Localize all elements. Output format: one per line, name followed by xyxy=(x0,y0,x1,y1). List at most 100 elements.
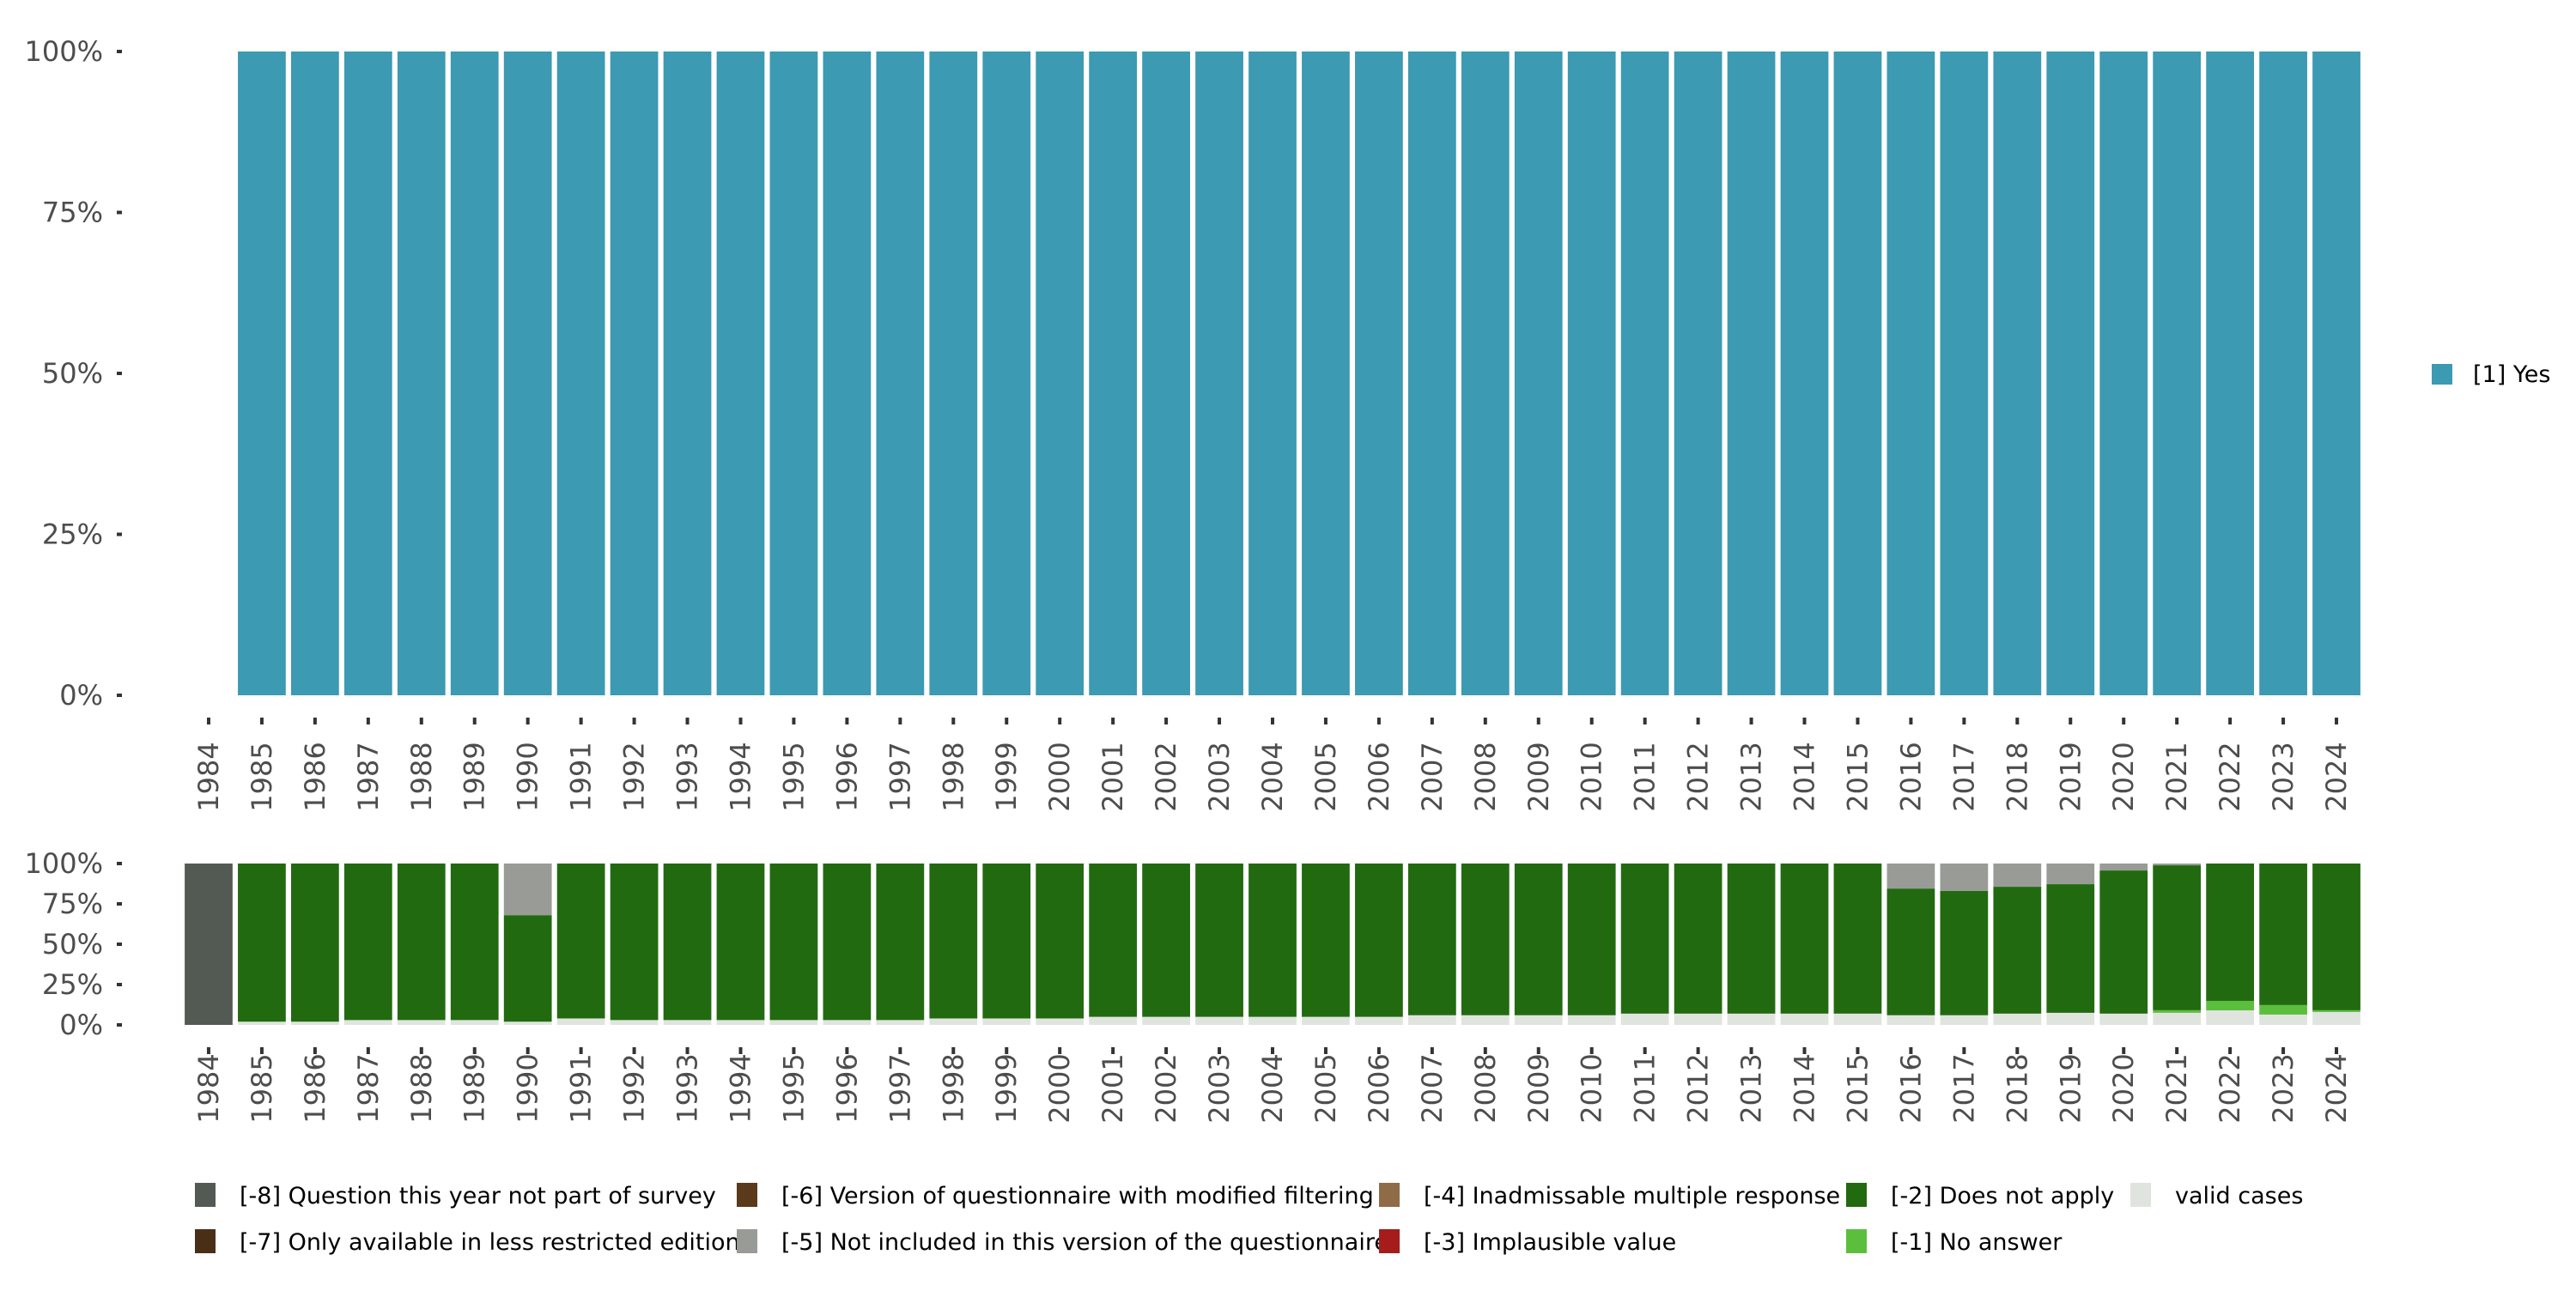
bar-segment xyxy=(1407,1015,1456,1025)
x-tick-label: 1997 xyxy=(884,1053,916,1123)
x-tick-label: 1997 xyxy=(884,742,916,811)
x-tick-label: 2004 xyxy=(1256,742,1289,811)
bar-segment xyxy=(1461,52,1510,695)
bar-segment xyxy=(397,864,446,1021)
x-tick-label: 2022 xyxy=(2214,742,2246,811)
bar-segment xyxy=(610,864,659,1021)
legend-swatch xyxy=(1379,1229,1400,1253)
bar-segment xyxy=(663,52,712,695)
x-tick-label: 1986 xyxy=(299,742,331,811)
x-tick-label: 2002 xyxy=(1150,1053,1182,1123)
bar-segment xyxy=(1940,1015,1989,1025)
x-tick-label: 2003 xyxy=(1203,1053,1236,1123)
legend-swatch xyxy=(737,1229,757,1253)
bar-segment xyxy=(1727,52,1776,695)
x-tick-label: 2009 xyxy=(1522,1053,1555,1123)
x-tick-label: 2016 xyxy=(1894,742,1927,811)
x-tick-label: 2024 xyxy=(2320,1053,2353,1123)
bar-segment xyxy=(1940,52,1989,695)
bar-segment xyxy=(343,52,392,695)
x-tick-label: 1987 xyxy=(352,742,385,811)
bar-segment xyxy=(823,52,872,695)
bar-segment xyxy=(1089,864,1138,1017)
bar-segment xyxy=(503,1021,552,1025)
bar-segment xyxy=(663,864,712,1021)
x-tick-label: 2020 xyxy=(2107,742,2140,811)
bar-segment xyxy=(2153,1012,2202,1025)
bar-segment xyxy=(929,864,978,1019)
legend-label: [1] Yes xyxy=(2473,361,2550,388)
legend-label: [-8] Question this year not part of surv… xyxy=(240,1183,716,1209)
bar-segment xyxy=(185,864,233,1025)
legend-label: [-1] No answer xyxy=(1891,1229,2063,1256)
bar-segment xyxy=(343,1020,392,1025)
x-tick-label: 2003 xyxy=(1203,742,1236,811)
x-tick-label: 2010 xyxy=(1576,1053,1608,1123)
bar-segment xyxy=(450,1020,499,1025)
x-tick-label: 2002 xyxy=(1150,742,1182,811)
x-tick-label: 2007 xyxy=(1416,1053,1449,1123)
y-tick-label: 100% xyxy=(25,847,103,880)
x-tick-label: 2024 xyxy=(2320,742,2353,811)
x-tick-label: 2018 xyxy=(2001,1053,2033,1123)
y-tick-label: 75% xyxy=(42,197,103,229)
legend-label: valid cases xyxy=(2175,1183,2303,1209)
bar-segment xyxy=(1089,52,1138,695)
x-tick-label: 2016 xyxy=(1894,1053,1927,1123)
bar-segment xyxy=(2153,1009,2202,1013)
bar-segment xyxy=(450,52,499,695)
x-tick-label: 1985 xyxy=(246,1053,278,1123)
bar-segment xyxy=(876,1020,925,1025)
y-tick-label: 25% xyxy=(42,968,103,1001)
bar-segment xyxy=(2259,1014,2307,1025)
bar-segment xyxy=(1249,52,1297,695)
x-tick-label: 2001 xyxy=(1097,1053,1129,1123)
y-tick-label: 50% xyxy=(42,357,103,390)
bar-segment xyxy=(1993,52,2042,695)
bar-segment xyxy=(238,864,286,1022)
x-tick-label: 1999 xyxy=(990,1053,1023,1123)
bar-segment xyxy=(716,52,765,695)
bar-segment xyxy=(876,864,925,1021)
x-tick-label: 2015 xyxy=(1841,742,1874,811)
legend-swatch xyxy=(2432,364,2452,385)
x-tick-label: 1994 xyxy=(724,742,756,811)
bar-segment xyxy=(769,864,818,1021)
bar-segment xyxy=(1302,864,1350,1017)
legend-swatch xyxy=(737,1183,757,1207)
x-tick-label: 2004 xyxy=(1256,1053,1289,1123)
bar-segment xyxy=(2206,1000,2254,1011)
bar-segment xyxy=(716,1020,765,1025)
bar-segment xyxy=(2259,864,2307,1005)
bar-segment xyxy=(238,52,286,695)
legend-label: [-5] Not included in this version of the… xyxy=(781,1229,1388,1256)
x-tick-label: 2012 xyxy=(1682,742,1715,811)
x-tick-label: 2008 xyxy=(1469,1053,1502,1123)
bar-segment xyxy=(1940,864,1989,891)
bar-segment xyxy=(610,52,659,695)
bar-segment xyxy=(1780,1013,1829,1025)
x-tick-label: 2017 xyxy=(1947,742,1980,811)
bar-segment xyxy=(291,864,339,1022)
x-tick-label: 1994 xyxy=(724,1053,756,1123)
x-tick-label: 2008 xyxy=(1469,742,1502,811)
legend-swatch xyxy=(1846,1229,1867,1253)
x-tick-label: 2018 xyxy=(2001,742,2033,811)
bar-segment xyxy=(1195,52,1243,695)
bar-segment xyxy=(2099,1013,2148,1025)
bar-segment xyxy=(2153,865,2202,1010)
bar-segment xyxy=(1195,1016,1243,1025)
bar-segment xyxy=(1833,52,1882,695)
bar-segment xyxy=(1993,864,2042,888)
legend-label: [-6] Version of questionnaire with modif… xyxy=(781,1183,1374,1209)
legend-swatch xyxy=(195,1183,216,1207)
x-tick-label: 2013 xyxy=(1735,1053,1768,1123)
bar-segment xyxy=(2312,1009,2360,1012)
bar-segment xyxy=(2046,1012,2095,1025)
x-tick-label: 2001 xyxy=(1097,742,1129,811)
bar-segment xyxy=(2046,864,2095,885)
x-tick-label: 2017 xyxy=(1947,1053,1980,1123)
bar-segment xyxy=(2259,1004,2307,1015)
x-tick-label: 1996 xyxy=(830,742,863,811)
x-tick-label: 2023 xyxy=(2267,1053,2300,1123)
